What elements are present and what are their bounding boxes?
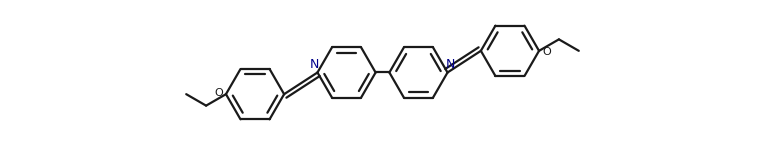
Text: O: O (542, 47, 551, 57)
Text: N: N (446, 58, 455, 71)
Text: O: O (214, 88, 223, 98)
Text: N: N (310, 58, 319, 71)
